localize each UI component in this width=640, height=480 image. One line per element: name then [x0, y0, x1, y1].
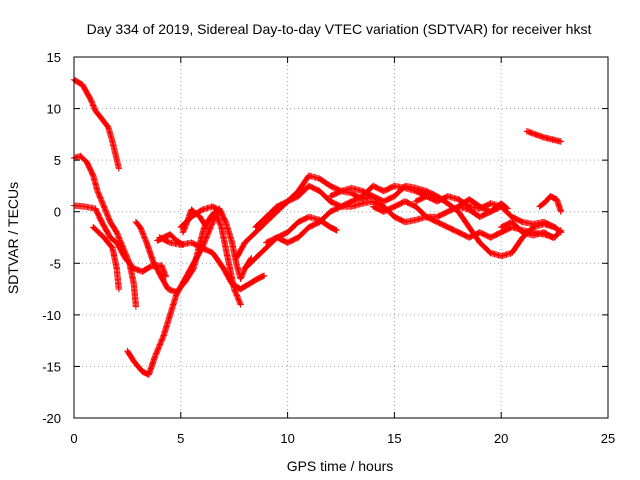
y-tick-label: -15 [42, 359, 61, 374]
series-track-f [132, 208, 244, 308]
series-track-u [498, 218, 556, 241]
y-tick-label: -5 [49, 256, 61, 271]
series-track-j [179, 206, 210, 236]
y-tick-label: 10 [47, 102, 61, 117]
series-markers [536, 193, 565, 215]
axis-ticks [73, 56, 609, 419]
series-markers [132, 208, 244, 308]
x-tick-label: 0 [70, 431, 77, 446]
y-tick-label: -20 [42, 411, 61, 426]
y-tick-label: 15 [47, 50, 61, 65]
y-tick-label: -10 [42, 308, 61, 323]
y-tick-label: 5 [54, 153, 61, 168]
series-track-s [536, 193, 565, 215]
x-tick-label: 15 [387, 431, 401, 446]
x-tick-label: 10 [280, 431, 294, 446]
y-axis-title: SDTVAR / TECUs [5, 182, 21, 294]
plot-frame [73, 56, 609, 419]
y-tick-label: 0 [54, 205, 61, 220]
series-track-t [523, 128, 565, 145]
series-markers [154, 231, 187, 248]
x-tick-label: 20 [494, 431, 508, 446]
series-markers [90, 224, 123, 293]
x-tick-labels: 0 5 10 15 20 25 [70, 431, 615, 446]
y-tick-labels: -20 -15 -10 -5 0 5 10 15 [42, 50, 61, 426]
series-markers [179, 206, 210, 236]
series-markers [523, 128, 565, 145]
grid-lines [74, 57, 608, 418]
series-markers [455, 196, 511, 215]
series-track-h [154, 231, 187, 248]
chart-title: Day 334 of 2019, Sidereal Day-to-day VTE… [87, 21, 592, 37]
series-markers [498, 218, 556, 241]
x-tick-label: 25 [601, 431, 615, 446]
series-track-d [90, 224, 123, 293]
series-track-r [455, 196, 511, 215]
x-axis-title: GPS time / hours [287, 458, 394, 474]
x-tick-label: 5 [177, 431, 184, 446]
